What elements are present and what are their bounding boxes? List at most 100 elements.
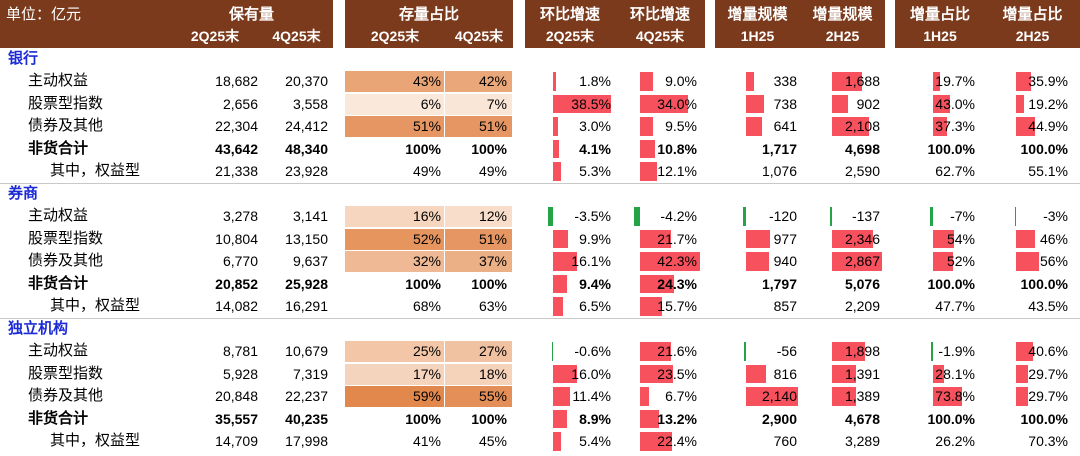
header-period-label: 2Q25末 (545, 28, 595, 44)
header-period-label: 2H25 (825, 28, 860, 44)
data-bar-positive (553, 432, 562, 451)
data-bar-positive (745, 72, 755, 91)
value-cell: 738 (773, 95, 797, 112)
value-cell: 3,558 (292, 95, 328, 112)
value-cell: 2,900 (761, 410, 797, 427)
value-cell: 100.0% (927, 410, 975, 427)
data-bar-negative (744, 342, 746, 361)
value-cell: 100% (405, 275, 441, 292)
section-title: 银行 (8, 50, 39, 67)
data-bar-positive (745, 117, 762, 136)
value-cell: 10.8% (657, 140, 697, 157)
value-cell: 68% (412, 298, 441, 315)
data-bar-positive (639, 342, 671, 361)
table-section: 独立机构 主动权益 8,781 10,679 25% 27% -0.6% 21.6% -56 1,… (0, 318, 1080, 453)
data-bar-positive (639, 252, 700, 271)
value-cell: 100.0% (1020, 140, 1068, 157)
value-cell: 49% (412, 163, 441, 180)
data-bar-positive (553, 117, 558, 136)
value-cell: 14,709 (215, 433, 258, 450)
table-row: 债券及其他 22,304 24,412 51% 51% 3.0% 9.5% 641 2,108 3… (0, 115, 1080, 138)
value-cell: 18% (478, 365, 507, 382)
data-bar-positive (932, 387, 962, 406)
value-cell: 42.3% (657, 253, 697, 270)
data-bar-positive (932, 364, 944, 384)
data-bar-positive (932, 94, 950, 114)
value-cell: 47.7% (935, 298, 975, 315)
data-bar-positive (639, 274, 675, 294)
table-row: 债券及其他 20,848 22,237 59% 55% 11.4% 6.7% 2,140 1,3… (0, 385, 1080, 408)
value-cell: 19.2% (1028, 95, 1068, 112)
data-bar-positive (932, 229, 954, 249)
header-period-label: 2Q25末 (190, 28, 240, 44)
data-bar-positive (832, 387, 857, 406)
value-cell: 24,412 (285, 118, 328, 135)
value-cell: 34.0% (657, 95, 697, 112)
value-cell: 43% (412, 73, 441, 89)
data-bar-negative (931, 342, 933, 361)
data-bar-positive (932, 72, 941, 91)
heat-cell (445, 386, 512, 408)
row-label: 其中，权益型 (50, 162, 141, 180)
data-bar-positive (832, 342, 866, 361)
value-cell: 1,076 (761, 163, 797, 180)
table-section: 银行 主动权益 18,682 20,370 43% 42% 1.8% 9.0% 338 1,688… (0, 48, 1080, 183)
data-bar-positive (553, 252, 578, 271)
value-cell: 43,642 (215, 140, 258, 157)
value-cell: 21.6% (657, 343, 697, 359)
heat-cell (345, 363, 444, 385)
data-bar-negative (551, 342, 554, 361)
value-cell: 1,717 (761, 140, 797, 157)
value-cell: 59% (412, 388, 441, 405)
data-bar-positive (1016, 117, 1035, 136)
value-cell: 760 (773, 433, 797, 450)
value-cell: 35.9% (1028, 73, 1068, 89)
section-divider (0, 318, 1080, 319)
header-group-label: 增量规模 (812, 6, 873, 23)
header-period-label: 4Q25末 (454, 28, 504, 44)
row-label: 非货合计 (28, 139, 89, 157)
value-cell: 45% (478, 433, 507, 450)
data-bar-positive (745, 364, 766, 384)
table-row: 其中，权益型 14,082 16,291 68% 63% 6.5% 15.7% 857 2,20… (0, 295, 1080, 318)
value-cell: 43.0% (935, 95, 975, 112)
value-cell: 19.7% (935, 73, 975, 89)
value-cell: 6.7% (665, 388, 697, 405)
data-bar-positive (639, 139, 656, 159)
value-cell: 13,150 (285, 230, 328, 247)
section-divider (0, 183, 1080, 184)
data-bar-positive (745, 229, 770, 249)
data-bar-negative (634, 207, 640, 226)
value-cell: 43.5% (1028, 298, 1068, 315)
data-bar-positive (639, 94, 689, 114)
value-cell: 338 (773, 73, 797, 89)
data-bar-positive (1016, 94, 1025, 114)
data-bar-positive (832, 252, 882, 271)
value-cell: 1,898 (844, 343, 880, 359)
value-cell: 23,928 (285, 163, 328, 180)
value-cell: 12.1% (657, 163, 697, 180)
value-cell: 816 (773, 365, 797, 382)
value-cell: 26.2% (935, 433, 975, 450)
value-cell: 3,278 (222, 208, 258, 224)
value-cell: 46% (1039, 230, 1068, 247)
value-cell: 1.8% (579, 73, 611, 89)
value-cell: 22,304 (215, 118, 258, 135)
value-cell: 21,338 (215, 163, 258, 180)
value-cell: 5,076 (844, 275, 880, 292)
value-cell: 37.3% (935, 118, 975, 135)
value-cell: 20,370 (285, 73, 328, 89)
value-cell: 100% (471, 140, 507, 157)
row-label: 主动权益 (28, 72, 89, 89)
value-cell: -120 (768, 208, 797, 224)
table-row: 主动权益 3,278 3,141 16% 12% -3.5% -4.2% -120 -137 -7… (0, 205, 1080, 228)
data-bar-negative (743, 207, 746, 226)
value-cell: 100% (471, 275, 507, 292)
value-cell: 51% (412, 118, 441, 135)
data-bar-positive (832, 94, 848, 114)
value-cell: 37% (478, 253, 507, 270)
value-cell: 100.0% (1020, 410, 1068, 427)
value-cell: 641 (773, 118, 797, 135)
value-cell: 2,867 (844, 253, 880, 270)
value-cell: 49% (478, 163, 507, 180)
